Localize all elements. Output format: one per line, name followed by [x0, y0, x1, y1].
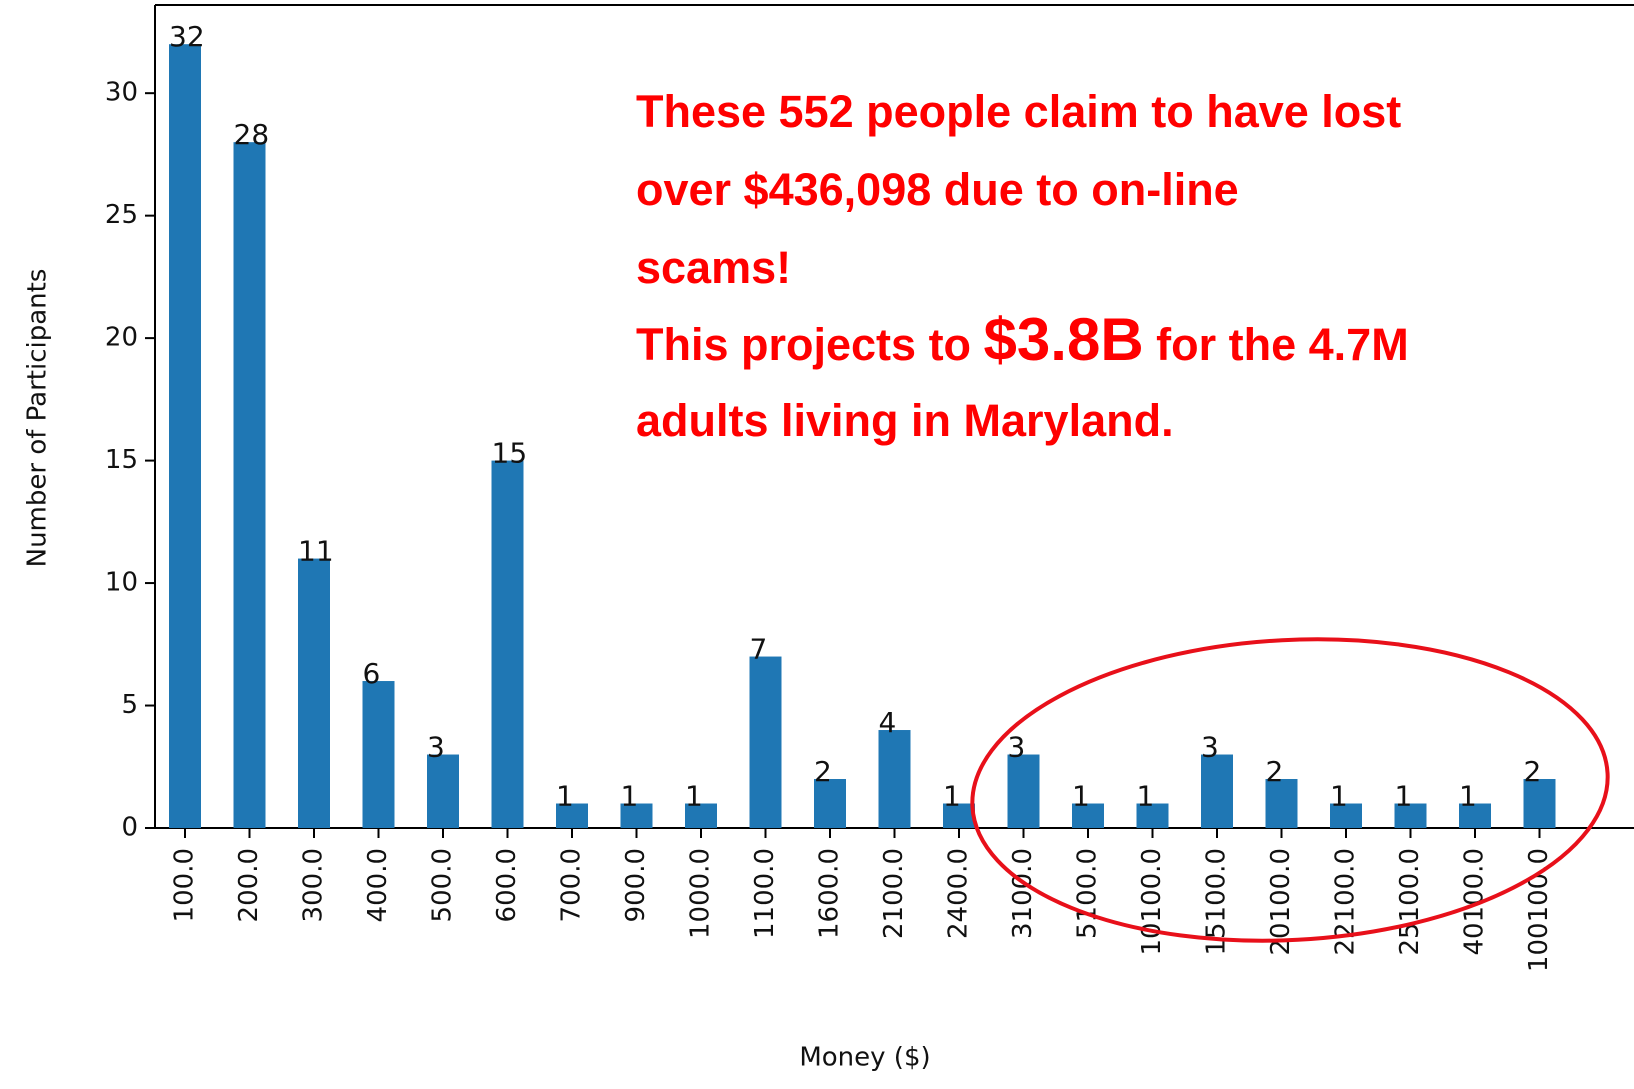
x-tick-label: 2400.0: [944, 848, 974, 939]
y-tick-label: 20: [105, 323, 138, 353]
x-tick-label: 10100.0: [1137, 848, 1167, 956]
bar: [427, 754, 459, 828]
data-label: 1: [1459, 780, 1477, 813]
data-label: 2: [1524, 755, 1542, 788]
data-label: 6: [363, 657, 381, 690]
annotation: adults living in Maryland.: [636, 395, 1174, 446]
data-label: 3: [1201, 731, 1219, 764]
bar: [491, 460, 524, 828]
data-label: 1: [621, 780, 639, 813]
bar: [362, 681, 395, 828]
y-tick-label: 10: [105, 568, 138, 598]
bar: [749, 656, 782, 828]
x-tick-label: 400.0: [363, 848, 393, 922]
x-tick-label: 300.0: [299, 848, 329, 922]
x-tick-label: 100.0: [170, 848, 200, 922]
x-tick-label: 3100.0: [1008, 848, 1038, 939]
x-tick-label: 1600.0: [815, 848, 845, 939]
y-tick-label: 5: [121, 690, 138, 720]
x-tick-label: 1100.0: [750, 848, 780, 939]
data-label: 7: [750, 633, 768, 666]
x-tick-label: 200.0: [234, 848, 264, 922]
x-tick-label: 500.0: [428, 848, 458, 922]
data-label: 2: [814, 755, 832, 788]
bar: [1072, 803, 1104, 828]
annotation: These 552 people claim to have lost: [636, 86, 1401, 137]
bar: [878, 730, 911, 828]
x-axis-label: Money ($): [799, 1043, 930, 1073]
x-tick-label: 1000.0: [686, 848, 716, 939]
bar: [814, 779, 846, 828]
data-label: 15: [492, 437, 528, 470]
bar: [620, 803, 653, 828]
bar: [1394, 803, 1427, 828]
data-label: 1: [1072, 780, 1090, 813]
y-tick-label: 25: [105, 200, 138, 230]
y-tick-label: 30: [105, 78, 138, 108]
bar: [685, 803, 717, 828]
annotation: for the 4.7M: [1144, 319, 1409, 370]
x-tick-label: 2100.0: [879, 848, 909, 939]
data-label: 2: [1266, 755, 1284, 788]
bar: [1459, 803, 1491, 828]
bar: [1265, 779, 1298, 828]
data-label: 11: [298, 535, 334, 568]
bar: [169, 44, 201, 828]
bar: [233, 142, 266, 828]
bar: [298, 558, 330, 828]
data-label: 1: [556, 780, 574, 813]
data-label: 28: [234, 118, 270, 151]
data-label: 1: [943, 780, 961, 813]
data-label: 3: [427, 731, 445, 764]
bar: [943, 803, 975, 828]
annotation: over $436,098 due to on-line: [636, 164, 1239, 215]
annotation-highlight: $3.8B: [984, 306, 1144, 373]
x-tick-label: 5100.0: [1073, 848, 1103, 939]
bar: [1523, 779, 1556, 828]
data-label: 4: [879, 706, 897, 739]
y-tick-label: 15: [105, 445, 138, 475]
annotation: This projects to $3.8B for the 4.7M: [636, 306, 1409, 373]
bar: [1007, 754, 1040, 828]
highlight-ellipse: [970, 637, 1610, 943]
bar: [556, 803, 588, 828]
annotation: scams!: [636, 242, 791, 293]
annotation: This projects to: [636, 319, 984, 370]
data-label: 1: [685, 780, 703, 813]
x-tick-label: 900.0: [621, 848, 651, 922]
data-label: 32: [169, 20, 205, 53]
data-label: 1: [1330, 780, 1348, 813]
y-tick-label: 0: [121, 813, 138, 843]
x-tick-label: 22100.0: [1331, 848, 1361, 956]
bar: [1136, 803, 1169, 828]
y-axis-label: Number of Participants: [23, 269, 53, 568]
bar: [1330, 803, 1362, 828]
data-label: 1: [1395, 780, 1413, 813]
data-label: 3: [1008, 731, 1026, 764]
x-tick-label: 20100.0: [1266, 848, 1296, 956]
x-tick-label: 600.0: [492, 848, 522, 922]
x-tick-label: 25100.0: [1395, 848, 1425, 956]
plot: 05101520253032100.028200.011300.06400.03…: [105, 20, 1556, 972]
data-label: 1: [1137, 780, 1155, 813]
bar: [1201, 754, 1233, 828]
x-tick-label: 700.0: [557, 848, 587, 922]
